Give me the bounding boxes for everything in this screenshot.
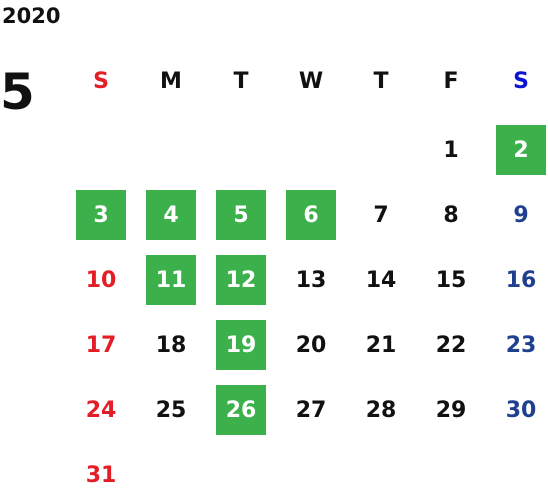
year: 2020 bbox=[2, 4, 61, 28]
day-highlighted: 26 bbox=[216, 385, 266, 435]
day-highlighted: 4 bbox=[146, 190, 196, 240]
day-highlighted: 11 bbox=[146, 255, 196, 305]
day: 22 bbox=[435, 332, 467, 358]
day: 10 bbox=[85, 267, 117, 293]
weekday-header: T bbox=[373, 68, 389, 94]
day: 18 bbox=[155, 332, 187, 358]
day-highlighted: 3 bbox=[76, 190, 126, 240]
day: 16 bbox=[505, 267, 537, 293]
weekday-header: T bbox=[233, 68, 249, 94]
day: 20 bbox=[295, 332, 327, 358]
day: 23 bbox=[505, 332, 537, 358]
day-highlighted: 2 bbox=[496, 125, 546, 175]
day: 25 bbox=[155, 397, 187, 423]
weekday-header: M bbox=[160, 68, 182, 94]
month: 5 bbox=[0, 63, 35, 121]
weekday-header: W bbox=[298, 68, 324, 94]
day: 14 bbox=[365, 267, 397, 293]
day: 21 bbox=[365, 332, 397, 358]
day: 24 bbox=[85, 397, 117, 423]
day: 17 bbox=[85, 332, 117, 358]
day: 7 bbox=[373, 202, 389, 228]
day: 27 bbox=[295, 397, 327, 423]
day: 15 bbox=[435, 267, 467, 293]
day: 29 bbox=[435, 397, 467, 423]
weekday-header: F bbox=[443, 68, 459, 94]
day: 13 bbox=[295, 267, 327, 293]
weekday-header: S bbox=[513, 68, 529, 94]
day: 28 bbox=[365, 397, 397, 423]
day: 31 bbox=[85, 462, 117, 488]
day-highlighted: 19 bbox=[216, 320, 266, 370]
day: 9 bbox=[513, 202, 529, 228]
day: 30 bbox=[505, 397, 537, 423]
weekday-header: S bbox=[93, 68, 109, 94]
day-highlighted: 5 bbox=[216, 190, 266, 240]
day: 8 bbox=[443, 202, 459, 228]
day-highlighted: 12 bbox=[216, 255, 266, 305]
day: 1 bbox=[443, 137, 459, 163]
day-highlighted: 6 bbox=[286, 190, 336, 240]
